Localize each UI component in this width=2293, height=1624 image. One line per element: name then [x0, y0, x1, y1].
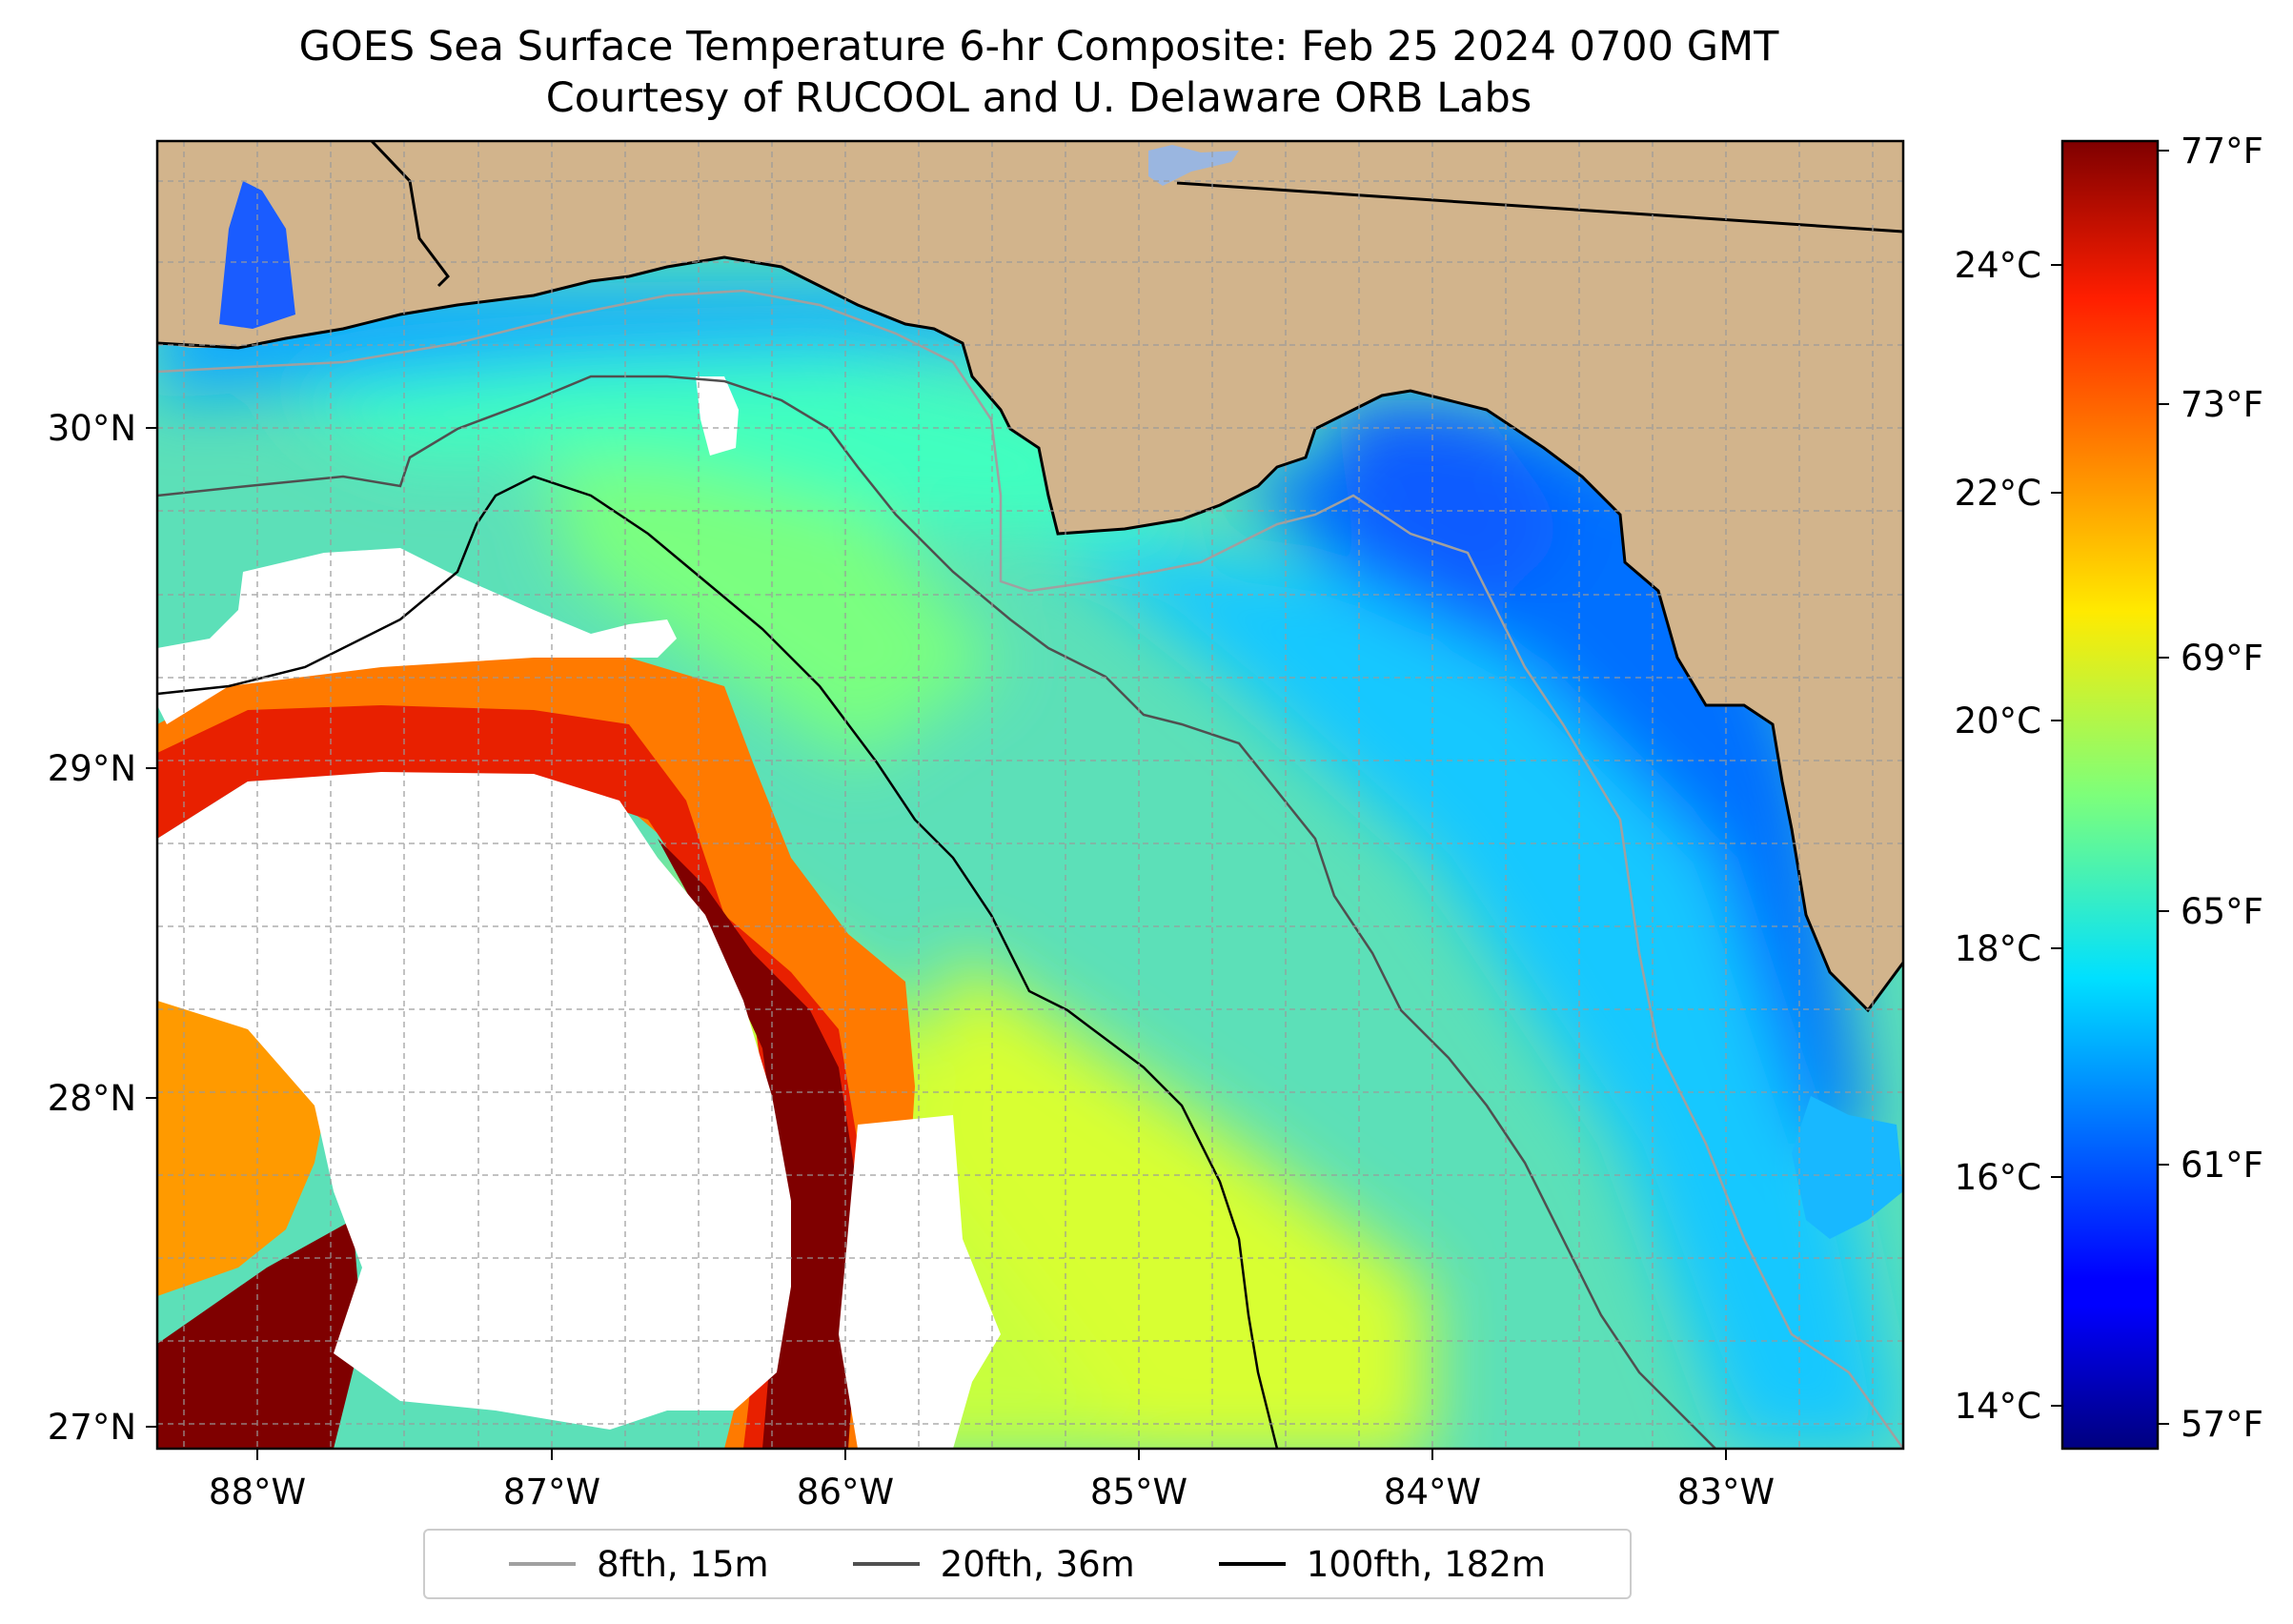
legend-label: 20fth, 36m — [940, 1543, 1135, 1585]
celsius-tick: 14°C — [1955, 1386, 2041, 1427]
lat-axis: 27°N 28°N 29°N 30°N — [48, 408, 157, 1448]
isobath-8fth — [157, 289, 1903, 1449]
lon-label: 88°W — [209, 1472, 306, 1512]
fahrenheit-tick: 77°F — [2181, 131, 2263, 172]
lon-label: 84°W — [1384, 1472, 1481, 1512]
bay-east — [1792, 1096, 1903, 1239]
celsius-tick: 20°C — [1955, 700, 2041, 741]
lon-axis: 88°W 87°W 86°W 85°W 84°W 83°W — [209, 1449, 1775, 1512]
no-data-small — [696, 376, 739, 456]
legend-item-8fth: 8fth, 15m — [509, 1544, 769, 1585]
celsius-tick: 18°C — [1955, 928, 2041, 969]
warm-patch-southwest — [157, 1220, 362, 1449]
lat-label: 29°N — [48, 748, 136, 789]
legend-label: 8fth, 15m — [597, 1543, 769, 1585]
land — [157, 141, 1903, 1010]
lake — [1148, 145, 1239, 186]
loop-current-outer — [157, 658, 915, 1449]
isobath-20fth — [157, 375, 1716, 1449]
legend-line-8fth — [509, 1562, 577, 1566]
colorbar-fahrenheit-axis: 57°F 61°F 65°F 69°F 73°F 77°F — [2158, 131, 2263, 1445]
bay-west — [219, 181, 295, 329]
celsius-tick: 22°C — [1955, 473, 2041, 514]
lat-label: 28°N — [48, 1078, 136, 1119]
legend-item-100fth: 100fth, 182m — [1218, 1543, 1546, 1585]
lon-label: 85°W — [1090, 1472, 1187, 1512]
legend-item-20fth: 20fth, 36m — [852, 1543, 1135, 1585]
title-line-2: Courtesy of RUCOOL and U. Delaware ORB L… — [545, 74, 1532, 122]
no-data-south — [839, 1115, 1001, 1449]
fahrenheit-tick: 73°F — [2181, 384, 2263, 425]
fahrenheit-tick: 69°F — [2181, 638, 2263, 679]
no-data-center — [157, 772, 791, 1430]
lat-label: 30°N — [48, 408, 136, 449]
loop-current-dark-band — [658, 839, 858, 1449]
state-border-west — [370, 141, 450, 288]
no-data-north — [157, 548, 677, 724]
coastline — [157, 255, 1903, 1013]
fahrenheit-tick: 61°F — [2181, 1145, 2263, 1186]
fahrenheit-tick: 57°F — [2181, 1404, 2263, 1445]
isobath-legend: 8fth, 15m 20fth, 36m 100fth, 182m — [423, 1529, 1632, 1599]
colorbar-celsius-axis: 14°C 16°C 18°C 20°C 22°C 24°C — [1955, 245, 2062, 1427]
lon-label: 87°W — [503, 1472, 600, 1512]
sst-map — [157, 141, 1903, 1449]
celsius-tick: 24°C — [1955, 245, 2041, 286]
map-title: GOES Sea Surface Temperature 6-hr Compos… — [0, 21, 2078, 124]
title-line-1: GOES Sea Surface Temperature 6-hr Compos… — [298, 23, 1779, 71]
celsius-tick: 16°C — [1955, 1157, 2041, 1198]
legend-label: 100fth, 182m — [1306, 1543, 1546, 1585]
legend-line-20fth — [852, 1562, 920, 1566]
fahrenheit-tick: 65°F — [2181, 891, 2263, 932]
isobath-100fth — [157, 475, 1279, 1449]
lon-label: 83°W — [1677, 1472, 1775, 1512]
lat-label: 27°N — [48, 1407, 136, 1448]
legend-line-100fth — [1218, 1562, 1286, 1566]
lon-label: 86°W — [797, 1472, 894, 1512]
map-frame — [155, 139, 1905, 1451]
colorbar — [2060, 139, 2160, 1451]
state-border — [1176, 181, 1903, 233]
gridlines — [157, 141, 1903, 1449]
